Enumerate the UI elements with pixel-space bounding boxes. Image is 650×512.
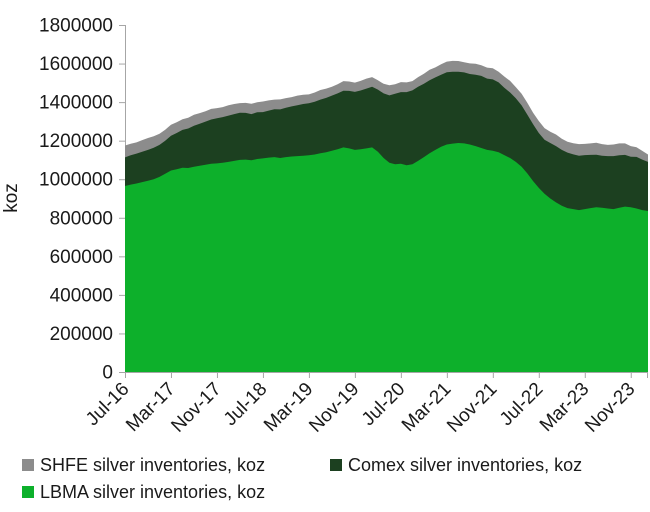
- area-lbma: [125, 143, 648, 372]
- x-tick-label: Mar-19: [260, 379, 317, 436]
- comex-legend-swatch-icon: [330, 459, 342, 471]
- x-axis-ticks: Jul-16Mar-17Nov-17Jul-18Mar-19Nov-19Jul-…: [82, 372, 648, 437]
- lbma-legend-label: LBMA silver inventories, koz: [40, 482, 266, 502]
- legend-item-shfe: SHFE silver inventories, koz: [22, 456, 265, 474]
- chart-canvas: koz 0 200000 400000 600000 800000 1000000 1200…: [1, 16, 648, 437]
- y-tick-label: 1600000: [39, 54, 113, 75]
- x-tick-label: Nov-23: [581, 379, 639, 437]
- y-axis-title: koz: [1, 183, 22, 213]
- shfe-legend-label: SHFE silver inventories, koz: [40, 455, 266, 475]
- x-tick-label: Nov-17: [167, 379, 225, 437]
- lbma-legend-swatch-icon: [22, 486, 34, 498]
- comex-legend-label: Comex silver inventories, koz: [348, 455, 583, 475]
- y-tick-label: 1800000: [39, 16, 113, 37]
- x-tick-label: Mar-17: [122, 379, 179, 436]
- x-tick-label: Nov-19: [305, 379, 363, 437]
- x-tick-label: Mar-23: [536, 379, 593, 436]
- y-tick-label: 400000: [50, 285, 113, 306]
- y-tick-label: 600000: [50, 247, 113, 268]
- y-tick-label: 800000: [50, 208, 113, 229]
- y-axis-ticks: 0 200000 400000 600000 800000 1000000 1200000 1…: [39, 16, 125, 384]
- y-tick-label: 200000: [50, 324, 113, 345]
- y-tick-label: 1200000: [39, 131, 113, 152]
- shfe-legend-swatch-icon: [22, 459, 34, 471]
- x-tick-label: Mar-21: [398, 379, 455, 436]
- legend-item-comex: Comex silver inventories, koz: [330, 456, 582, 474]
- y-tick-label: 1000000: [39, 170, 113, 191]
- y-tick-label: 0: [102, 363, 113, 384]
- y-tick-label: 1400000: [39, 93, 113, 114]
- x-tick-label: Nov-21: [443, 379, 501, 437]
- legend-item-lbma: LBMA silver inventories, koz: [22, 483, 265, 501]
